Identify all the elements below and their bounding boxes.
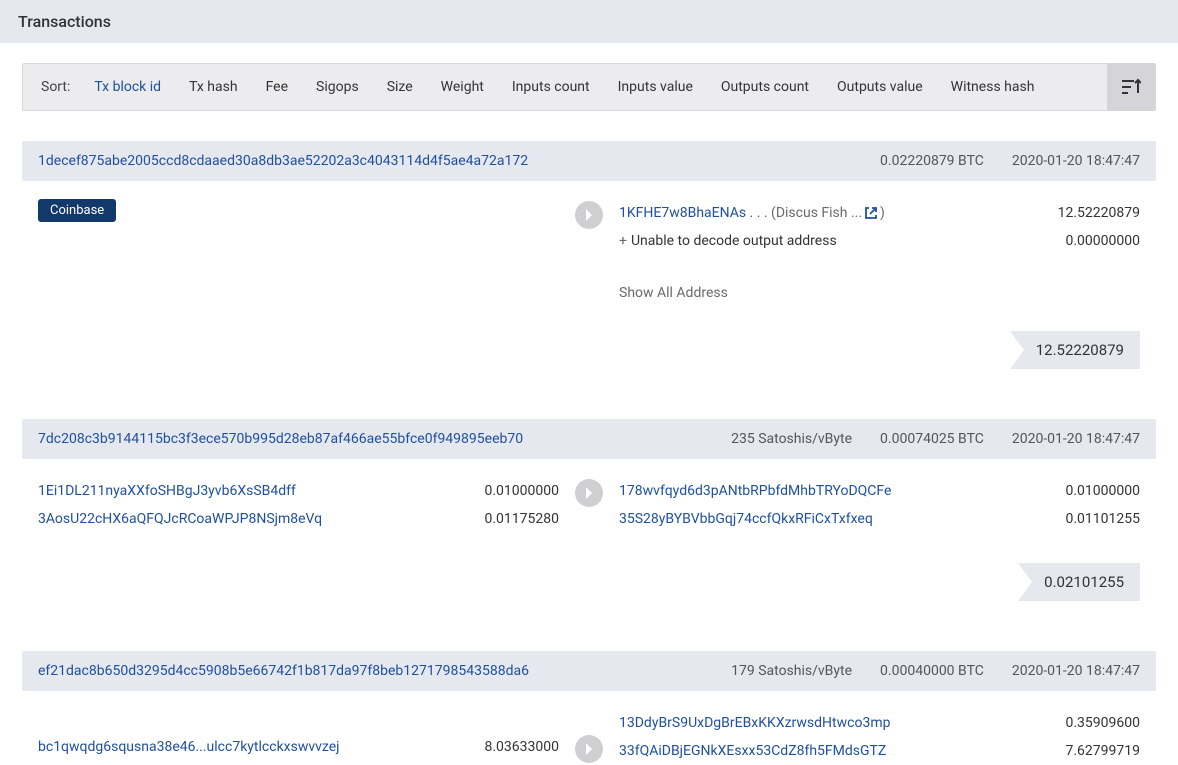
chevron-right-icon xyxy=(584,742,594,756)
input-row: 3AosU22cHX6aQFQJcRCoaWPJP8NSjm8eVq 0.011… xyxy=(38,505,559,533)
transaction-fee-btc: 0.00074025 BTC xyxy=(880,431,984,447)
output-address[interactable]: 1KFHE7w8BhaENAs . . . xyxy=(619,205,768,221)
output-address[interactable]: 13DdyBrS9UxDgBrEBxKKXzrwsdHtwco3mp xyxy=(619,715,890,731)
output-note: (Discus Fish ... xyxy=(768,205,862,221)
transaction-fee-rate: 235 Satoshis/vByte xyxy=(731,431,852,447)
sort-icon xyxy=(1121,78,1141,96)
input-amount: 0.01175280 xyxy=(484,511,559,527)
input-address[interactable]: 1Ei1DL211nyaXXfoSHBgJ3yvb6XsSB4dff xyxy=(38,483,296,499)
transaction-timestamp: 2020-01-20 18:47:47 xyxy=(1012,663,1140,679)
transaction-header: 7dc208c3b9144115bc3f3ece570b995d28eb87af… xyxy=(22,419,1156,459)
output-prefix: + xyxy=(619,233,627,249)
sort-option-inputs-value[interactable]: Inputs value xyxy=(604,64,707,110)
sort-option-outputs-value[interactable]: Outputs value xyxy=(823,64,937,110)
sort-option-size[interactable]: Size xyxy=(373,64,427,110)
output-amount: 0.35909600 xyxy=(1065,715,1140,731)
output-amount: 0.00000000 xyxy=(1065,233,1140,249)
sort-direction-button[interactable] xyxy=(1107,63,1155,111)
arrow-button[interactable] xyxy=(575,201,603,229)
transaction-hash[interactable]: 7dc208c3b9144115bc3f3ece570b995d28eb87af… xyxy=(38,431,523,447)
outputs-column: 13DdyBrS9UxDgBrEBxKKXzrwsdHtwco3mp 0.359… xyxy=(579,709,1140,765)
output-row: 178wvfqyd6d3pANtbRPbfdMhbTRYoDQCFe 0.010… xyxy=(619,477,1140,505)
input-address[interactable]: bc1qwqdg6squsna38e46...ulcc7kytlcckxswvv… xyxy=(38,739,340,755)
sort-option-witness-hash[interactable]: Witness hash xyxy=(937,64,1049,110)
chevron-right-icon xyxy=(584,486,594,500)
transaction-meta: 235 Satoshis/vByte 0.00074025 BTC 2020-0… xyxy=(731,431,1140,447)
transaction-meta: 179 Satoshis/vByte 0.00040000 BTC 2020-0… xyxy=(731,663,1140,679)
transaction-hash[interactable]: 1decef875abe2005ccd8cdaaed30a8db3ae52202… xyxy=(38,153,528,169)
sort-option-fee[interactable]: Fee xyxy=(252,64,302,110)
input-row: bc1qwqdg6squsna38e46...ulcc7kytlcckxswvv… xyxy=(38,733,559,761)
show-all-addresses[interactable]: Show All Address xyxy=(619,285,1140,301)
transaction-body: Coinbase 1KFHE7w8BhaENAs . . . (Discus F… xyxy=(22,181,1156,301)
sort-option-outputs-count[interactable]: Outputs count xyxy=(707,64,823,110)
output-row: + Unable to decode output address 0.0000… xyxy=(619,227,1140,255)
transaction-timestamp: 2020-01-20 18:47:47 xyxy=(1012,153,1140,169)
output-row: 1KFHE7w8BhaENAs . . . (Discus Fish ... )… xyxy=(619,199,1140,227)
input-amount: 8.03633000 xyxy=(484,739,559,755)
transaction-body: 1Ei1DL211nyaXXfoSHBgJ3yvb6XsSB4dff 0.010… xyxy=(22,459,1156,533)
chevron-right-icon xyxy=(584,208,594,222)
transaction-body: bc1qwqdg6squsna38e46...ulcc7kytlcckxswvv… xyxy=(22,691,1156,765)
output-amount: 0.01000000 xyxy=(1065,483,1140,499)
output-unable: Unable to decode output address xyxy=(631,233,837,249)
transaction-fee-rate: 179 Satoshis/vByte xyxy=(731,663,852,679)
sort-option-tx-block-id[interactable]: Tx block id xyxy=(80,64,175,110)
total-row: 0.02101255 xyxy=(22,563,1156,601)
transaction-block: ef21dac8b650d3295d4cc5908b5e66742f1b817d… xyxy=(22,651,1156,765)
outputs-column: 1KFHE7w8BhaENAs . . . (Discus Fish ... )… xyxy=(579,199,1140,301)
sort-option-weight[interactable]: Weight xyxy=(427,64,498,110)
sort-option-inputs-count[interactable]: Inputs count xyxy=(498,64,604,110)
inputs-column: 1Ei1DL211nyaXXfoSHBgJ3yvb6XsSB4dff 0.010… xyxy=(38,477,579,533)
transaction-hash[interactable]: ef21dac8b650d3295d4cc5908b5e66742f1b817d… xyxy=(38,663,529,679)
transaction-fee-btc: 0.00040000 BTC xyxy=(880,663,984,679)
transaction-block: 1decef875abe2005ccd8cdaaed30a8db3ae52202… xyxy=(22,141,1156,369)
outputs-column: 178wvfqyd6d3pANtbRPbfdMhbTRYoDQCFe 0.010… xyxy=(579,477,1140,533)
arrow-button[interactable] xyxy=(575,479,603,507)
transaction-header: ef21dac8b650d3295d4cc5908b5e66742f1b817d… xyxy=(22,651,1156,691)
total-badge: 0.02101255 xyxy=(1018,563,1140,601)
output-amount: 7.62799719 xyxy=(1065,743,1140,759)
output-amount: 0.01101255 xyxy=(1065,511,1140,527)
sort-label: Sort: xyxy=(23,79,80,95)
coinbase-badge: Coinbase xyxy=(38,199,116,222)
total-row: 12.52220879 xyxy=(22,331,1156,369)
transaction-header: 1decef875abe2005ccd8cdaaed30a8db3ae52202… xyxy=(22,141,1156,181)
input-row: 1Ei1DL211nyaXXfoSHBgJ3yvb6XsSB4dff 0.010… xyxy=(38,477,559,505)
output-address[interactable]: 33fQAiDBjEGNkXEsxx53CdZ8fh5FMdsGTZ xyxy=(619,743,886,759)
page-title: Transactions xyxy=(0,0,1178,43)
external-link-icon[interactable] xyxy=(864,206,878,220)
sort-option-sigops[interactable]: Sigops xyxy=(302,64,373,110)
inputs-column: Coinbase xyxy=(38,199,579,301)
output-row: 13DdyBrS9UxDgBrEBxKKXzrwsdHtwco3mp 0.359… xyxy=(619,709,1140,737)
arrow-button[interactable] xyxy=(575,735,603,763)
output-row: 33fQAiDBjEGNkXEsxx53CdZ8fh5FMdsGTZ 7.627… xyxy=(619,737,1140,765)
transaction-timestamp: 2020-01-20 18:47:47 xyxy=(1012,431,1140,447)
sort-option-tx-hash[interactable]: Tx hash xyxy=(175,64,252,110)
transaction-meta: 0.02220879 BTC 2020-01-20 18:47:47 xyxy=(880,153,1140,169)
content-area: Sort: Tx block id Tx hash Fee Sigops Siz… xyxy=(0,63,1178,765)
transaction-block: 7dc208c3b9144115bc3f3ece570b995d28eb87af… xyxy=(22,419,1156,601)
transaction-fee-btc: 0.02220879 BTC xyxy=(880,153,984,169)
input-amount: 0.01000000 xyxy=(484,483,559,499)
output-amount: 12.52220879 xyxy=(1058,205,1140,221)
input-address[interactable]: 3AosU22cHX6aQFQJcRCoaWPJP8NSjm8eVq xyxy=(38,511,322,527)
inputs-column: bc1qwqdg6squsna38e46...ulcc7kytlcckxswvv… xyxy=(38,709,579,765)
total-badge: 12.52220879 xyxy=(1010,331,1140,369)
output-address[interactable]: 35S28yBYBVbbGqj74ccfQkxRFiCxTxfxeq xyxy=(619,511,873,527)
output-row: 35S28yBYBVbbGqj74ccfQkxRFiCxTxfxeq 0.011… xyxy=(619,505,1140,533)
output-note-close: ) xyxy=(880,205,885,221)
output-address[interactable]: 178wvfqyd6d3pANtbRPbfdMhbTRYoDQCFe xyxy=(619,483,891,499)
sort-bar: Sort: Tx block id Tx hash Fee Sigops Siz… xyxy=(22,63,1156,111)
